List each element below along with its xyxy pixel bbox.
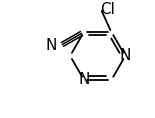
Text: N: N — [46, 38, 57, 53]
Text: N: N — [78, 72, 90, 87]
Text: N: N — [120, 48, 131, 63]
Text: Cl: Cl — [100, 2, 115, 17]
